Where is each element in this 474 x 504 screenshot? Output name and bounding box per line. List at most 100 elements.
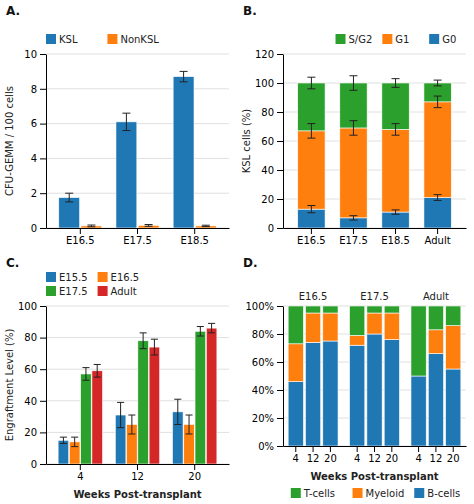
x-tick-mark (391, 446, 392, 452)
x-axis-title: Weeks Post-transplant (310, 471, 438, 482)
y-tick-label: 2 (31, 188, 37, 199)
bar (81, 226, 102, 228)
legend-swatch (429, 34, 439, 44)
error-cap (145, 226, 153, 227)
y-tick-mark (40, 54, 46, 55)
error-bar-line (437, 80, 438, 86)
error-cap (65, 193, 73, 194)
legend-item: E16.5 (98, 272, 140, 283)
error-bars (307, 76, 441, 220)
x-tick-label: E16.5 (297, 235, 326, 246)
y-tick: 0 (268, 223, 283, 234)
error-cap (82, 367, 89, 368)
y-tick-mark (40, 464, 46, 465)
bar (305, 342, 320, 446)
y-tick-label: 20% (252, 413, 274, 424)
legend-item: G0 (429, 34, 456, 45)
error-cap (392, 135, 400, 136)
error-bar-line (97, 364, 98, 377)
y-tick-mark (40, 338, 46, 339)
grid-line (46, 306, 229, 307)
y-tick-mark (40, 369, 46, 370)
error-cap (117, 427, 124, 428)
legend-swatch (291, 488, 301, 498)
x-axis-group: 41220 (415, 446, 459, 464)
error-cap (186, 433, 193, 434)
y-tick: 80 (261, 107, 283, 118)
error-cap (94, 364, 101, 365)
y-tick-mark (40, 193, 46, 194)
error-cap (434, 85, 442, 86)
group-label: Adult (423, 291, 449, 302)
y-tick: 80% (252, 329, 283, 340)
legend-label: S/G2 (349, 34, 373, 45)
x-tick: E17.5 (339, 228, 368, 246)
bar (288, 344, 303, 382)
error-cap (202, 226, 210, 227)
bar (428, 330, 443, 354)
y-tick-mark (40, 124, 46, 125)
y-tick: 100% (245, 301, 283, 312)
y-tick-label: 60% (252, 357, 274, 368)
y-tick-mark (277, 199, 283, 200)
error-bar-line (131, 415, 132, 434)
legend: E15.5E16.5E17.5Adult (46, 272, 139, 297)
y-tick: 10 (24, 49, 46, 60)
y-tick-label: 80% (252, 329, 274, 340)
x-tick-mark (418, 446, 419, 452)
bar (367, 313, 382, 334)
error-bar-line (211, 323, 212, 332)
grid (283, 306, 466, 446)
error-cap (392, 214, 400, 215)
plot-area (298, 76, 452, 228)
legend-item: KSL (46, 34, 78, 45)
x-tick-mark (357, 446, 358, 452)
legend-label: Adult (111, 286, 137, 297)
bar (424, 102, 451, 198)
y-tick-label: 80 (24, 332, 37, 343)
legend-item: T-cells (291, 488, 335, 499)
bars (288, 306, 461, 446)
error-bar-line (183, 71, 184, 81)
legend-item: B-cells (414, 488, 460, 499)
bar (323, 313, 338, 341)
x-tick-mark (313, 446, 314, 452)
x-tick-mark (374, 446, 375, 452)
legend-swatch (98, 286, 108, 296)
y-tick-label: 8 (31, 84, 37, 95)
title: A. (6, 4, 20, 18)
y-tick-mark (277, 390, 283, 391)
error-cap (202, 225, 210, 226)
y-tick-mark (277, 228, 283, 229)
bar (149, 347, 160, 464)
y-tick-mark (40, 158, 46, 159)
x-tick: E18.5 (180, 228, 209, 246)
error-bar-line (120, 402, 121, 427)
y-tick-mark (40, 228, 46, 229)
error-cap (71, 446, 78, 447)
x-tick-mark (194, 228, 195, 234)
y-tick-label: 0 (268, 223, 274, 234)
error-bar-line (353, 121, 354, 136)
error-bar-line (311, 124, 312, 139)
x-tick: E17.5 (123, 228, 152, 246)
x-axis-group: 41220 (293, 446, 337, 464)
y-tick: 60% (252, 357, 283, 368)
legend-swatch (46, 286, 56, 296)
error-cap (122, 113, 130, 114)
bar (424, 198, 451, 228)
x-tick-label: 20 (188, 471, 201, 482)
y-tick-label: 10 (24, 49, 37, 60)
y-tick-mark (40, 432, 46, 433)
legend: S/G2G1G0 (336, 34, 457, 45)
bar (206, 328, 217, 464)
x-axis: E16.5E17.5E18.5Adult (284, 228, 467, 246)
legend-swatch (46, 34, 56, 44)
x-tick-label: 12 (131, 471, 144, 482)
y-tick-mark (277, 54, 283, 55)
error-cap (145, 224, 153, 225)
error-cap (151, 339, 158, 340)
bar (59, 198, 80, 228)
bar (195, 226, 216, 228)
error-cap (349, 220, 357, 221)
